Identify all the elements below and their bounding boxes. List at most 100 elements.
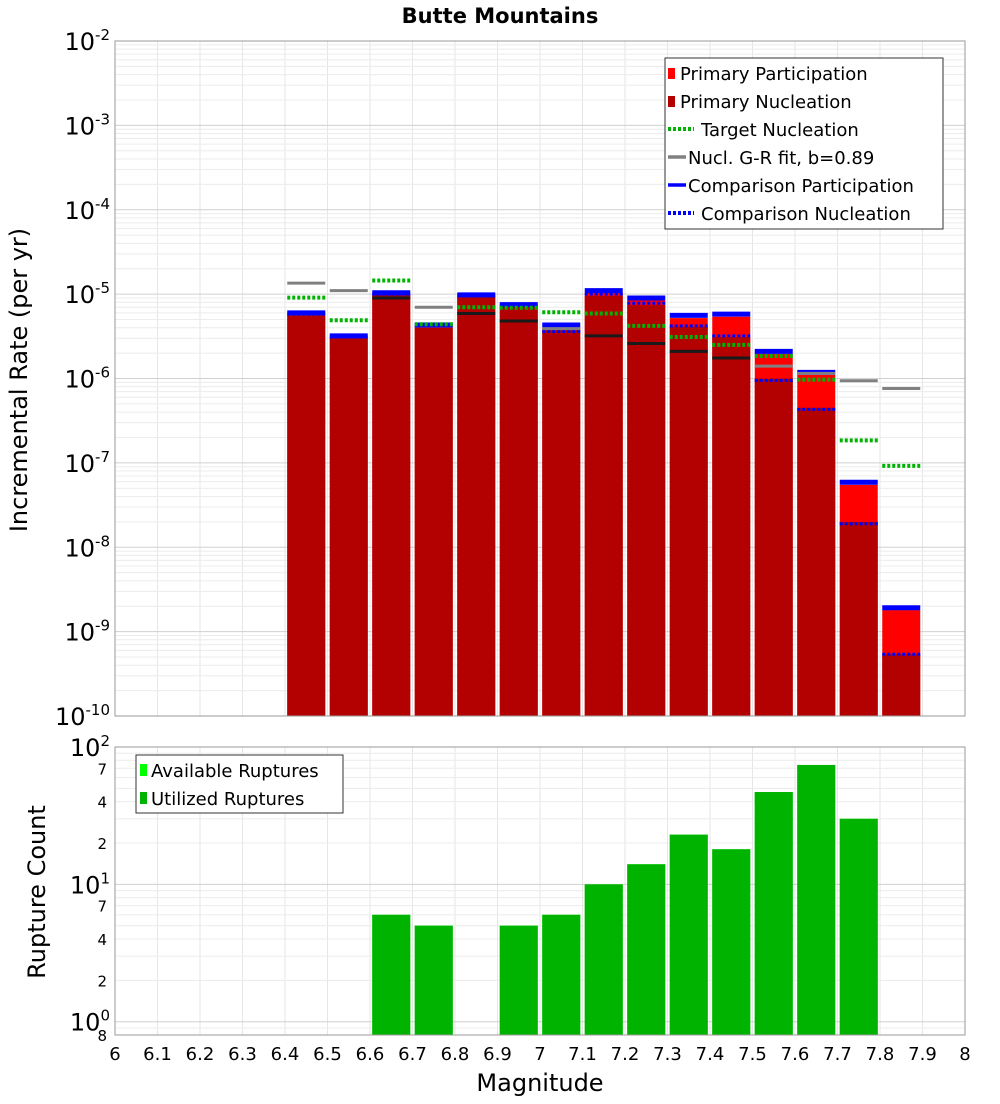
x-tick-label: 7.8 xyxy=(866,1044,895,1065)
primary-nucleation-bar xyxy=(797,407,836,716)
bottom-y-major-tick-label-base: 10 xyxy=(70,871,101,899)
bottom-legend-swatch-1 xyxy=(140,792,147,804)
top-y-tick-label-exp: -4 xyxy=(95,195,110,213)
legend-swatch-1 xyxy=(668,96,675,107)
top-y-tick-label-base: 10 xyxy=(64,112,95,140)
bottom-y-major-tick-label: 100 xyxy=(70,1007,110,1037)
bottom-plot-frame xyxy=(114,746,966,1036)
x-tick-label: 6.4 xyxy=(271,1044,300,1065)
primary-nucleation-bar xyxy=(499,307,538,716)
x-tick-label: 6.3 xyxy=(228,1044,257,1065)
bottom-y-minor-tick-label: 2 xyxy=(97,835,107,853)
top-y-tick-label: 10-2 xyxy=(64,26,110,56)
top-y-tick-label-base: 10 xyxy=(64,366,95,394)
top-y-tick-label-base: 10 xyxy=(64,619,95,647)
top-y-tick-label: 10-5 xyxy=(64,279,110,309)
legend-label-0: Primary Participation xyxy=(680,64,868,85)
utilized-ruptures-bar xyxy=(754,792,793,1035)
bottom-y-major-tick-label: 101 xyxy=(70,869,110,899)
bottom-y-minor-tick-label: 2 xyxy=(97,972,107,990)
top-plot-frame xyxy=(114,40,966,717)
top-y-tick-label: 10-6 xyxy=(64,364,110,394)
top-y-tick-label-exp: -5 xyxy=(95,279,110,297)
top-y-tick-label-exp: -10 xyxy=(86,701,111,719)
utilized-ruptures-bar xyxy=(372,914,411,1035)
x-tick-label: 6.5 xyxy=(313,1044,342,1065)
x-tick-label: 6.7 xyxy=(398,1044,427,1065)
top-y-tick-label: 10-3 xyxy=(64,110,110,140)
top-y-tick-label-exp: -9 xyxy=(95,617,110,635)
top-legend-box xyxy=(664,57,944,230)
bottom-y-major-tick-label-exp: 1 xyxy=(100,869,110,887)
top-y-tick-label-base: 10 xyxy=(64,534,95,562)
utilized-ruptures-bar xyxy=(499,925,538,1035)
bottom-y-major-tick-label-exp: 0 xyxy=(100,1007,110,1025)
legend-label-3: Nucl. G-R fit, b=0.89 xyxy=(688,148,874,169)
primary-nucleation-bar xyxy=(669,326,708,716)
utilized-ruptures-bar xyxy=(542,914,581,1035)
primary-nucleation-bar xyxy=(287,315,326,716)
bottom-legend-label-1: Utilized Ruptures xyxy=(151,789,304,810)
legend-label-1: Primary Nucleation xyxy=(680,92,852,113)
utilized-ruptures-bar xyxy=(712,849,751,1035)
top-y-axis-label: Incremental Rate (per yr) xyxy=(5,228,33,532)
primary-nucleation-bar xyxy=(839,521,878,716)
x-axis-label: Magnitude xyxy=(476,1069,603,1097)
top-y-tick-label-base: 10 xyxy=(64,197,95,225)
utilized-ruptures-bar xyxy=(414,925,453,1035)
bottom-y-major-tick-label-exp: 2 xyxy=(100,732,110,750)
top-y-tick-label-base: 10 xyxy=(64,450,95,478)
top-y-tick-label: 10-9 xyxy=(64,617,110,647)
legend-swatch-0 xyxy=(668,68,675,79)
x-tick-label: 6.1 xyxy=(143,1044,172,1065)
primary-nucleation-bar xyxy=(882,654,921,716)
x-tick-label: 7 xyxy=(534,1044,545,1065)
utilized-ruptures-bar xyxy=(839,818,878,1035)
bottom-y-major-tick-label-base: 10 xyxy=(70,734,101,762)
bottom-y-minor-tick-label: 4 xyxy=(97,931,107,949)
top-y-tick-label-exp: -7 xyxy=(95,448,110,466)
x-tick-label: 7.2 xyxy=(611,1044,640,1065)
bottom-y-minor-tick-label: 4 xyxy=(97,794,107,812)
bottom-legend-label-0: Available Ruptures xyxy=(151,761,319,782)
top-y-tick-label-exp: -2 xyxy=(95,26,110,44)
top-y-tick-label-exp: -6 xyxy=(95,364,110,382)
primary-nucleation-bar xyxy=(372,294,411,716)
top-y-tick-label: 10-4 xyxy=(64,195,110,225)
utilized-ruptures-bar xyxy=(797,764,836,1035)
x-tick-label: 7.7 xyxy=(823,1044,852,1065)
legend-label-2: Target Nucleation xyxy=(700,120,859,141)
utilized-ruptures-bar xyxy=(669,834,708,1035)
x-tick-label: 6.6 xyxy=(356,1044,385,1065)
x-tick-label: 7.9 xyxy=(908,1044,937,1065)
primary-nucleation-bar xyxy=(584,296,623,716)
x-tick-label: 6.2 xyxy=(186,1044,215,1065)
x-tick-label: 6.8 xyxy=(441,1044,470,1065)
x-tick-label: 7.6 xyxy=(781,1044,810,1065)
chart-title: Butte Mountains xyxy=(402,4,599,28)
bottom-y-minor-tick-label: 7 xyxy=(97,898,107,916)
x-tick-label: 7.3 xyxy=(653,1044,682,1065)
utilized-ruptures-bar xyxy=(584,884,623,1035)
x-tick-label: 7.5 xyxy=(738,1044,767,1065)
top-y-tick-label: 10-8 xyxy=(64,532,110,562)
bottom-y-minor-tick-label: 8 xyxy=(97,1027,107,1045)
top-y-tick-label-base: 10 xyxy=(64,28,95,56)
primary-nucleation-bar xyxy=(329,338,368,716)
x-tick-label: 6.9 xyxy=(483,1044,512,1065)
primary-nucleation-bar xyxy=(754,378,793,716)
utilized-ruptures-bar xyxy=(627,864,666,1035)
primary-nucleation-bar xyxy=(542,329,581,716)
top-y-tick-label-base: 10 xyxy=(55,703,86,731)
top-y-tick-label-base: 10 xyxy=(64,281,95,309)
bottom-y-major-tick-label: 102 xyxy=(70,732,110,762)
bottom-legend-box xyxy=(135,754,344,814)
top-y-tick-label: 10-7 xyxy=(64,448,110,478)
bottom-legend: Available Ruptures Utilized Ruptures xyxy=(135,754,344,814)
primary-nucleation-bar xyxy=(457,297,496,716)
top-y-tick-label-exp: -8 xyxy=(95,532,110,550)
x-tick-label: 7.1 xyxy=(568,1044,597,1065)
bottom-y-axis-label: Rupture Count xyxy=(23,805,51,979)
